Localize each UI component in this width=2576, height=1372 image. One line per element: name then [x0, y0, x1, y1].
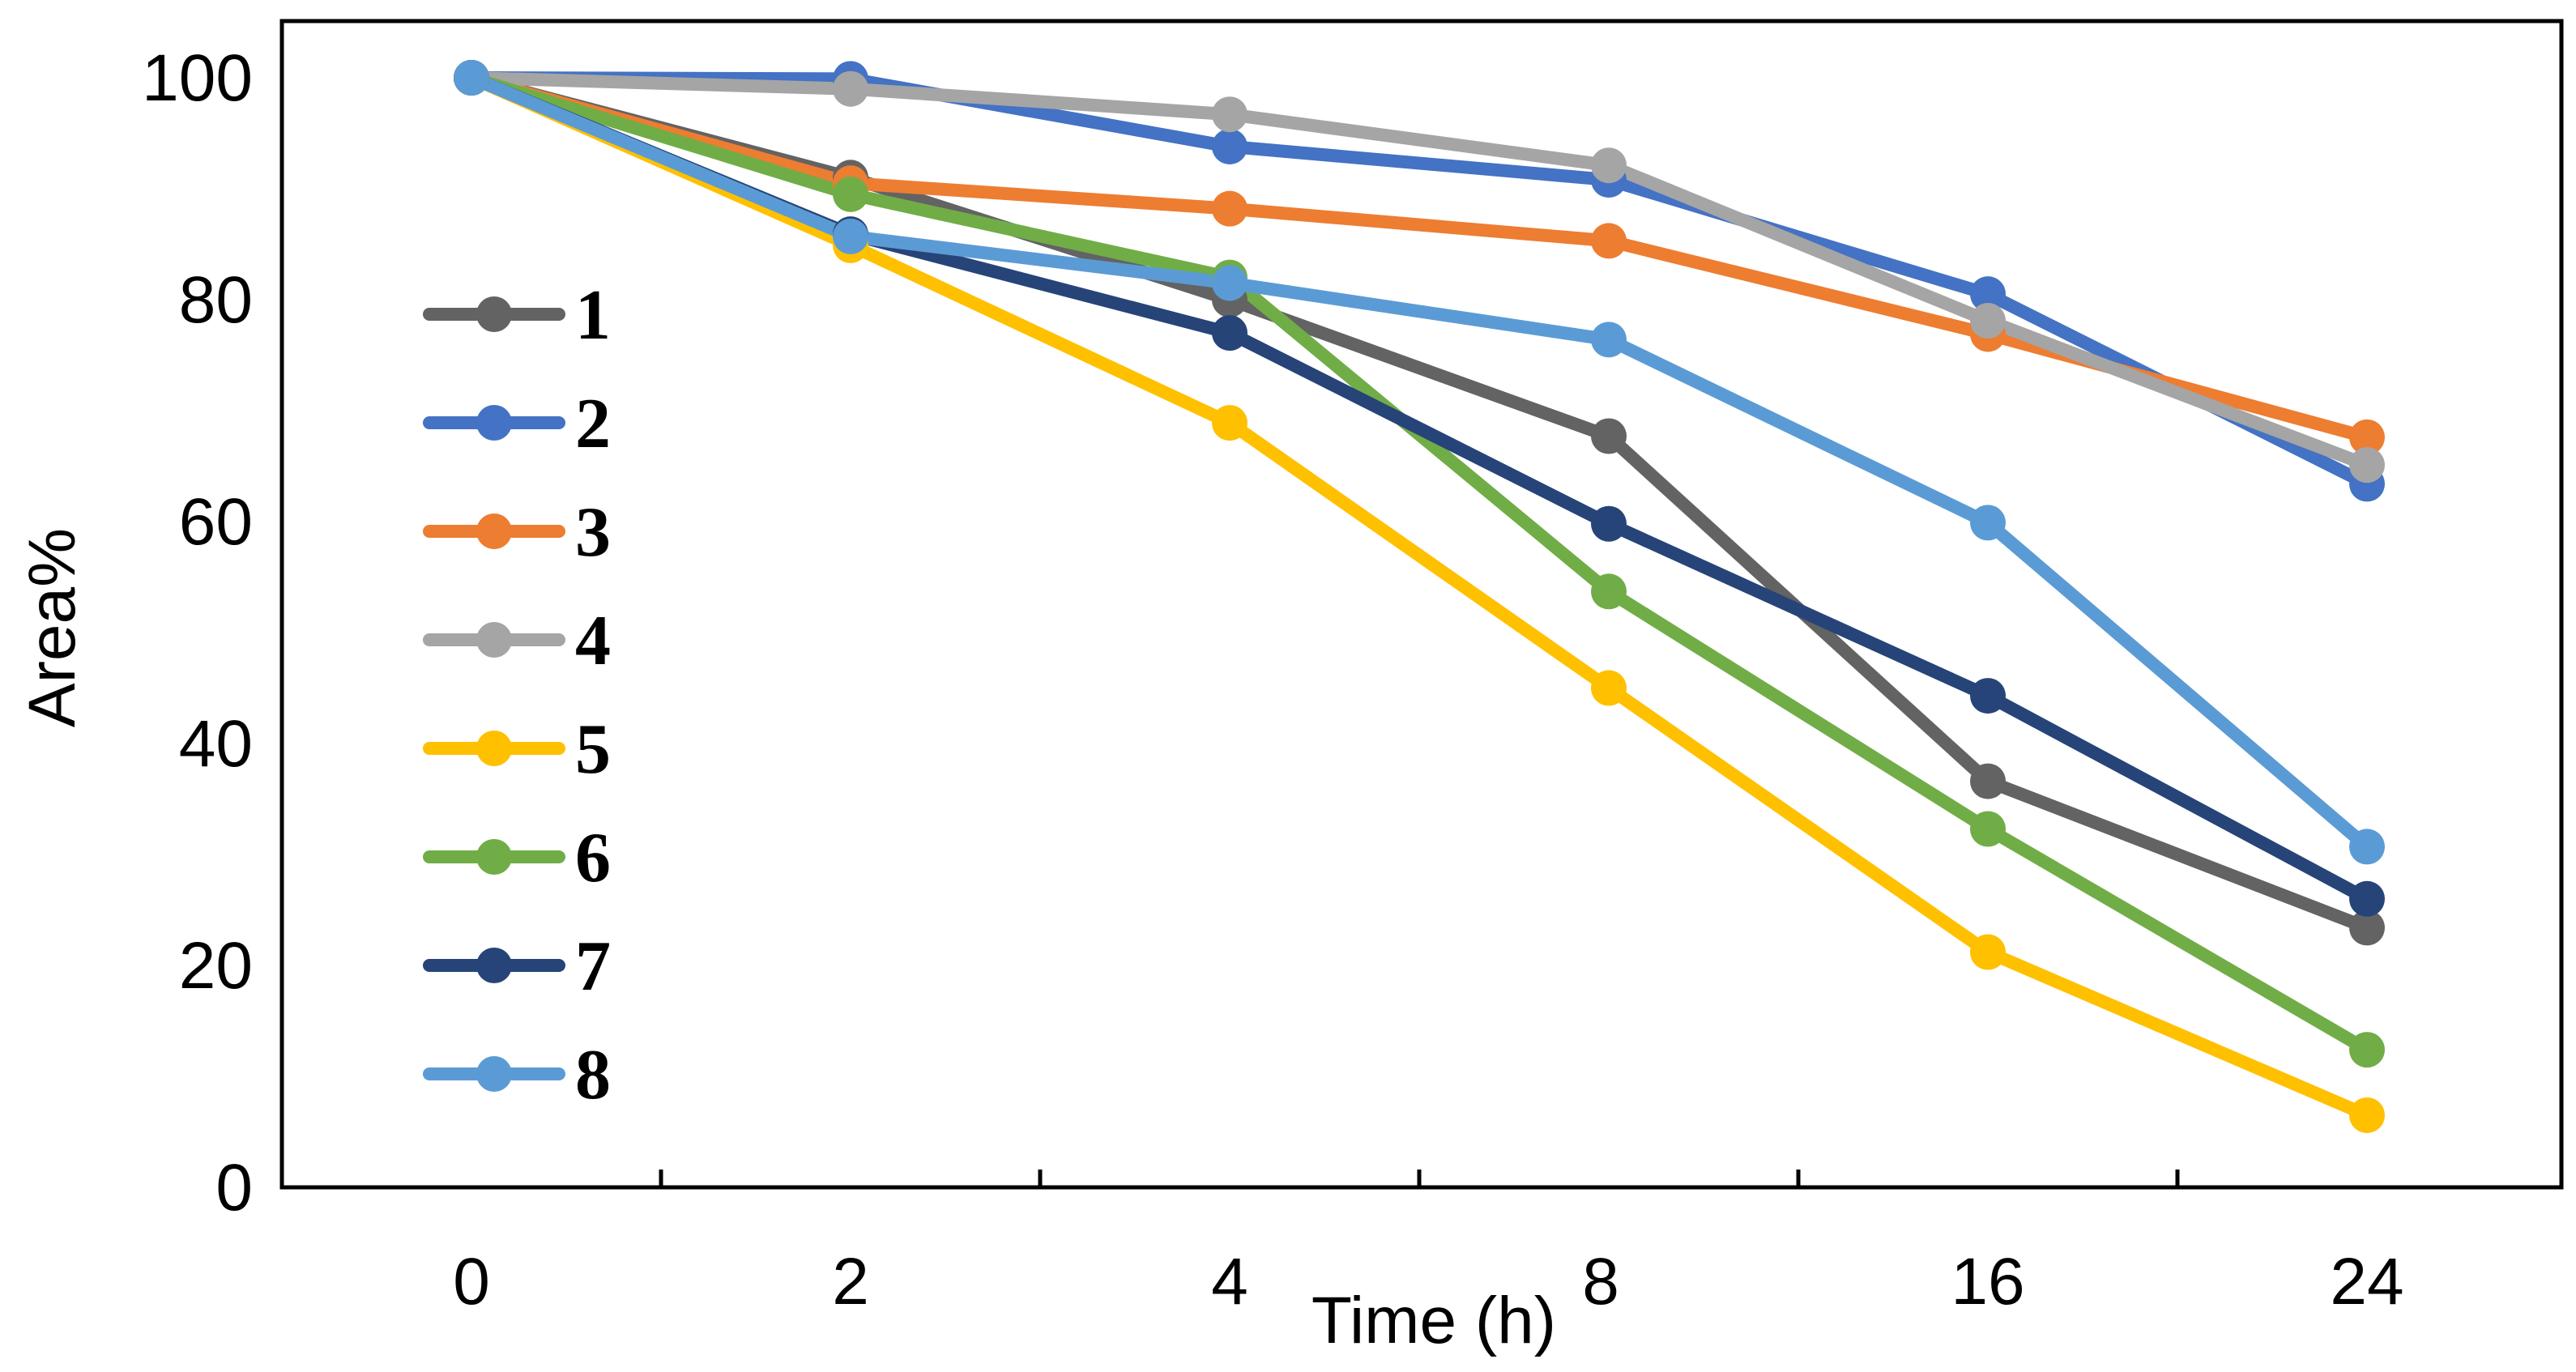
legend-swatch-marker: [476, 296, 512, 332]
y-tick-label: 20: [179, 929, 253, 1003]
legend-swatch-marker: [476, 1056, 512, 1092]
data-point-series-3: [1591, 223, 1627, 259]
plot-area-frame: [279, 19, 2564, 1190]
data-point-series-4: [1591, 147, 1627, 184]
series-line-5: [465, 71, 2373, 1122]
data-point-series-8: [833, 218, 868, 254]
data-point-series-6: [2349, 1032, 2385, 1068]
data-point-series-7: [2349, 880, 2385, 917]
data-point-series-6: [833, 176, 868, 212]
legend-swatch-marker: [476, 731, 512, 766]
data-point-series-5: [1591, 670, 1627, 706]
series-line-2: [465, 71, 2373, 491]
x-tick-label: 4: [1211, 1245, 1248, 1319]
data-point-series-8: [1970, 505, 2006, 541]
legend: 1 2 3 4 5 6 7 8: [423, 276, 611, 1114]
legend-item-3: 3: [423, 493, 611, 572]
data-point-series-7: [1970, 678, 2006, 714]
data-point-series-6: [1970, 811, 2006, 847]
x-tick-label: 8: [1582, 1245, 1619, 1319]
x-axis-label: Time (h): [1311, 1284, 1556, 1357]
y-tick-label: 60: [179, 485, 253, 559]
data-point-series-7: [1212, 315, 1247, 352]
legend-label: 4: [575, 602, 611, 680]
x-tick-label: 2: [832, 1245, 869, 1319]
x-tick-label: 0: [453, 1245, 490, 1319]
data-point-series-8: [2349, 829, 2385, 865]
y-tick-label: 40: [179, 707, 253, 781]
y-tick-label: 80: [179, 263, 253, 337]
legend-label: 2: [575, 385, 611, 463]
data-point-series-2: [1212, 128, 1247, 164]
series-line-4: [465, 71, 2373, 472]
data-point-series-4: [1970, 303, 2006, 339]
series-markers: [454, 60, 2385, 1133]
x-tick-label: 16: [1951, 1245, 2024, 1319]
x-axis-ticks: [659, 1170, 2180, 1187]
legend-label: 7: [575, 927, 611, 1006]
y-tick-label: 100: [142, 41, 253, 115]
data-point-series-4: [833, 70, 868, 107]
legend-label: 5: [575, 710, 611, 789]
data-point-series-7: [1591, 505, 1627, 542]
data-point-series-4: [2349, 447, 2385, 484]
data-point-series-8: [1212, 265, 1247, 301]
series-line-3: [465, 71, 2373, 444]
legend-swatch-marker: [476, 622, 512, 658]
series-line-8: [465, 71, 2373, 854]
legend-swatch-marker: [476, 513, 512, 549]
x-tick-label: 24: [2330, 1245, 2403, 1319]
legend-item-1: 1: [423, 276, 611, 355]
data-point-series-4: [1212, 96, 1247, 133]
data-point-series-2: [1970, 276, 2006, 313]
data-point-series-8: [1591, 322, 1627, 358]
data-point-series-3: [2349, 419, 2385, 455]
data-point-series-1: [2349, 910, 2385, 946]
legend-item-8: 8: [423, 1036, 611, 1114]
y-axis-label: Area%: [15, 528, 89, 727]
legend-label: 8: [575, 1036, 611, 1114]
legend-item-7: 7: [423, 927, 611, 1006]
legend-swatch-marker: [476, 405, 512, 441]
y-tick-label: 0: [215, 1151, 253, 1225]
y-axis-tick-labels: 0 20 40 60 80 100: [142, 41, 253, 1225]
legend-item-4: 4: [423, 602, 611, 680]
legend-item-5: 5: [423, 710, 611, 789]
data-point-series-5: [2349, 1097, 2385, 1133]
data-point-series-5: [1212, 405, 1247, 441]
series-lines: [465, 71, 2373, 1122]
legend-label: 1: [575, 276, 611, 355]
data-point-series-8: [454, 60, 489, 96]
legend-label: 6: [575, 819, 611, 897]
legend-item-2: 2: [423, 385, 611, 463]
legend-item-6: 6: [423, 819, 611, 897]
data-point-series-1: [1591, 418, 1627, 454]
x-axis-tick-labels: 0 2 4 8 16 24: [453, 1245, 2403, 1319]
legend-swatch-marker: [476, 948, 512, 983]
legend-swatch-marker: [476, 839, 512, 875]
data-point-series-3: [1212, 190, 1247, 227]
data-point-series-6: [1591, 573, 1627, 610]
legend-label: 3: [575, 493, 611, 572]
data-point-series-1: [1970, 763, 2006, 799]
data-point-series-5: [1970, 934, 2006, 970]
